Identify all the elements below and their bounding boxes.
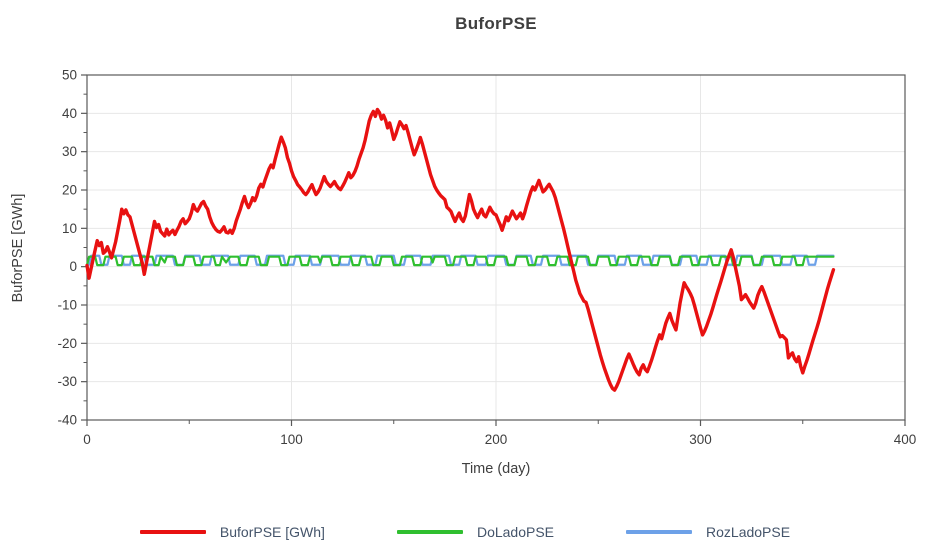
y-tick-label: -10	[57, 298, 77, 313]
series-line-doladopse	[85, 255, 835, 267]
legend-swatch-doladopse-green-line-icon	[396, 530, 463, 534]
y-tick-label: -20	[57, 336, 77, 351]
x-axis-title: Time (day)	[461, 461, 531, 477]
legend-label-rozladopse: RozLadoPSE	[706, 524, 791, 540]
x-tick-label: 0	[83, 432, 91, 447]
x-tick-label: 300	[689, 432, 712, 447]
chart-legend: BuforPSE [GWh] DoLadoPSE RozLadoPSE	[0, 524, 930, 540]
y-tick-label: -30	[57, 374, 77, 389]
x-tick-label: 200	[485, 432, 508, 447]
legend-label-buforpse: BuforPSE [GWh]	[219, 524, 325, 540]
legend-item-buforpse: BuforPSE [GWh]	[139, 524, 325, 540]
y-tick-label: 30	[62, 144, 77, 159]
x-tick-label: 400	[894, 432, 917, 447]
legend-swatch-rozladopse-blue-line-icon	[626, 530, 693, 534]
series-line-buforpse-gwh-	[85, 107, 836, 392]
y-tick-label: 20	[62, 183, 77, 198]
legend-label-doladopse: DoLadoPSE	[476, 524, 555, 540]
legend-item-rozladopse: RozLadoPSE	[626, 524, 790, 540]
y-tick-label: 0	[69, 259, 77, 274]
x-tick-label: 100	[280, 432, 303, 447]
y-tick-label: 50	[62, 68, 77, 83]
y-tick-label: 40	[62, 106, 77, 121]
chart-title: BuforPSE	[455, 14, 537, 33]
y-axis-title: BuforPSE [GWh]	[10, 193, 26, 303]
legend-swatch-buforpse-red-line-icon	[139, 529, 206, 535]
y-tick-label: 10	[62, 221, 77, 236]
legend-item-doladopse: DoLadoPSE	[396, 524, 555, 540]
y-tick-label: -40	[57, 413, 77, 428]
